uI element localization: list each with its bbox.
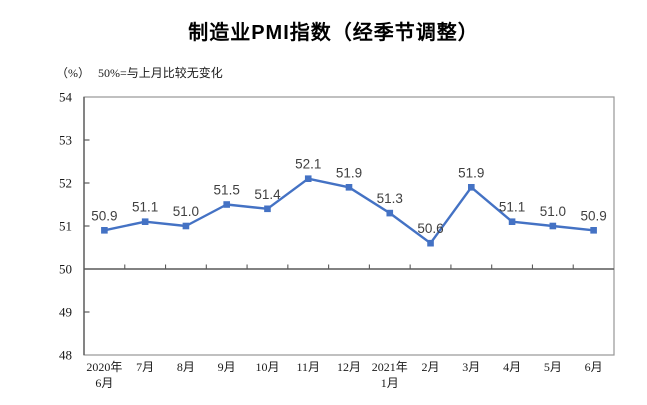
y-axis-tick-label: 48	[59, 348, 72, 363]
data-point-label: 51.9	[458, 165, 484, 180]
data-point-label: 50.9	[580, 208, 606, 223]
data-point-marker	[141, 218, 149, 225]
baseline-note-label: 50%=与上月比较无变化	[98, 66, 223, 80]
y-axis-tick-label: 53	[59, 133, 72, 148]
y-axis-unit-label: （%）	[56, 66, 90, 80]
data-point-marker	[468, 184, 475, 191]
data-point-label: 50.6	[417, 221, 443, 236]
data-point-marker	[304, 175, 312, 182]
x-axis-tick-label: 4月	[503, 360, 521, 374]
x-axis-tick-label: 1月	[381, 376, 399, 390]
data-point-marker	[223, 201, 230, 208]
data-point-marker	[101, 227, 108, 234]
data-point-label: 50.9	[91, 208, 117, 223]
y-axis-tick-label: 54	[59, 90, 73, 105]
data-point-label: 51.9	[336, 165, 362, 180]
x-axis-tick-label: 7月	[136, 360, 154, 374]
data-point-marker	[508, 218, 516, 225]
x-axis-tick-label: 2月	[422, 360, 440, 374]
y-axis-tick-label: 52	[59, 176, 72, 191]
data-point-label: 51.1	[499, 200, 525, 215]
x-axis-tick-label: 6月	[585, 360, 603, 374]
data-point-label: 51.0	[540, 204, 566, 219]
x-axis-tick-label: 8月	[177, 360, 195, 374]
x-axis-tick-label: 12月	[337, 360, 361, 374]
y-axis-tick-label: 49	[59, 305, 72, 320]
x-axis-tick-label: 9月	[218, 360, 236, 374]
x-axis-tick-label: 10月	[255, 360, 279, 374]
x-axis-tick-label: 5月	[544, 360, 562, 374]
data-point-marker	[549, 222, 557, 230]
x-axis-tick-label: 11月	[296, 360, 320, 374]
data-point-label: 51.4	[254, 187, 281, 202]
data-point-marker	[386, 209, 394, 217]
data-point-label: 51.3	[377, 191, 403, 206]
data-point-label: 51.1	[132, 200, 158, 215]
data-point-marker	[345, 184, 353, 191]
y-axis-tick-label: 50	[59, 262, 72, 277]
x-axis-tick-label: 2020年	[86, 360, 122, 374]
data-point-marker	[590, 227, 597, 234]
plot-area-border	[83, 96, 615, 356]
x-axis-tick-label: 2021年	[372, 360, 408, 374]
data-point-marker	[427, 239, 434, 247]
y-axis-tick-label: 51	[59, 219, 72, 234]
data-point-label: 51.0	[173, 204, 199, 219]
chart-title: 制造业PMI指数（经季节调整）	[188, 22, 479, 44]
data-point-label: 52.1	[295, 157, 321, 172]
data-point-marker	[264, 205, 271, 213]
x-axis-tick-label: 3月	[462, 360, 480, 374]
x-axis-tick-label: 6月	[95, 376, 113, 390]
data-point-label: 51.5	[214, 183, 240, 198]
data-point-marker	[182, 222, 190, 230]
